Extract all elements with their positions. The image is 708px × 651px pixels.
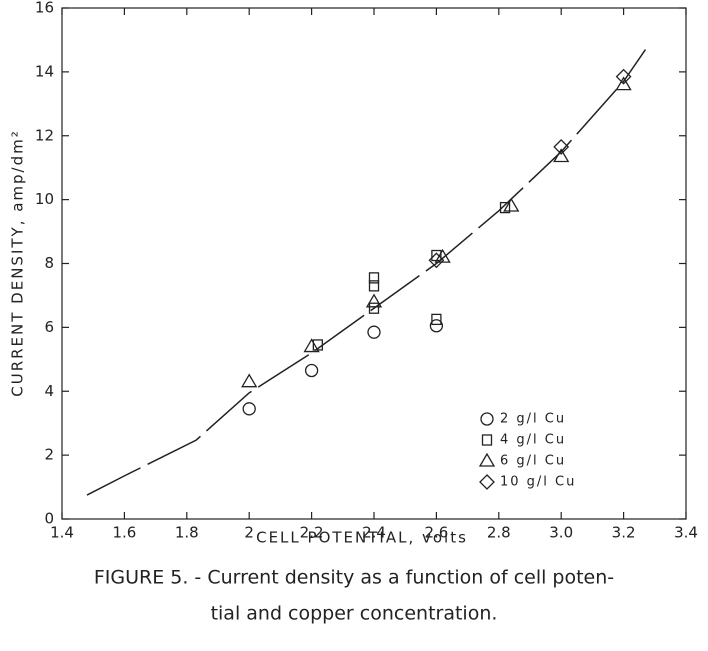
x-tick-label: 2.8 [487, 524, 511, 542]
y-tick-label: 2 [44, 446, 54, 464]
data-point [368, 280, 380, 292]
x-tick-label: 2.6 [424, 524, 448, 542]
y-tick-label: 8 [44, 254, 54, 272]
plot-frame [61, 7, 687, 520]
x-axis-label: CELL POTENTIAL, volts [256, 529, 468, 547]
x-tick-label: 3.4 [674, 524, 698, 542]
data-point [615, 68, 632, 85]
y-tick-label: 6 [44, 318, 54, 336]
data-point [368, 272, 380, 284]
legend-symbol [478, 452, 496, 467]
legend-label: 4 g/l Cu [500, 433, 566, 448]
y-tick-label: 0 [44, 510, 54, 528]
x-tick-label: 2.2 [300, 524, 324, 542]
caption: tial and copper concentration. [211, 603, 498, 625]
legend-symbol [479, 474, 495, 490]
x-tick-label: 2 [244, 524, 254, 542]
x-tick-label: 1.4 [50, 524, 74, 542]
x-tick-label: 3.0 [549, 524, 573, 542]
x-tick-label: 1.8 [175, 524, 199, 542]
data-point [503, 197, 520, 212]
x-tick-label: 1.6 [112, 524, 136, 542]
legend-symbol [481, 434, 493, 446]
data-point [615, 76, 632, 91]
legend-label: 6 g/l Cu [500, 454, 566, 469]
data-point [429, 319, 444, 333]
caption: FIGURE 5. - Current density as a functio… [94, 567, 614, 589]
data-point [242, 402, 256, 416]
data-point [367, 325, 381, 339]
fit-curve [86, 49, 647, 496]
y-tick-label: 14 [35, 62, 54, 80]
data-point [365, 293, 383, 308]
data-point [553, 148, 570, 163]
legend-symbol [480, 412, 494, 426]
legend-label: 2 g/l Cu [500, 412, 566, 427]
y-tick-label: 16 [35, 0, 54, 17]
x-tick-label: 2.4 [362, 524, 386, 542]
legend-label: 10 g/l Cu [500, 475, 576, 490]
data-point [241, 373, 258, 388]
data-point [428, 252, 445, 269]
data-point [431, 313, 442, 326]
y-tick-label: 12 [35, 126, 54, 144]
y-tick-label: 10 [35, 190, 54, 208]
x-tick-label: 3.2 [612, 524, 636, 542]
data-point [499, 201, 511, 214]
data-point [553, 139, 570, 155]
data-point [304, 363, 319, 378]
y-axis-label: CURRENT DENSITY, amp/dm² [9, 129, 27, 397]
y-tick-label: 4 [44, 382, 54, 400]
data-point [303, 338, 320, 353]
data-point [368, 302, 380, 314]
